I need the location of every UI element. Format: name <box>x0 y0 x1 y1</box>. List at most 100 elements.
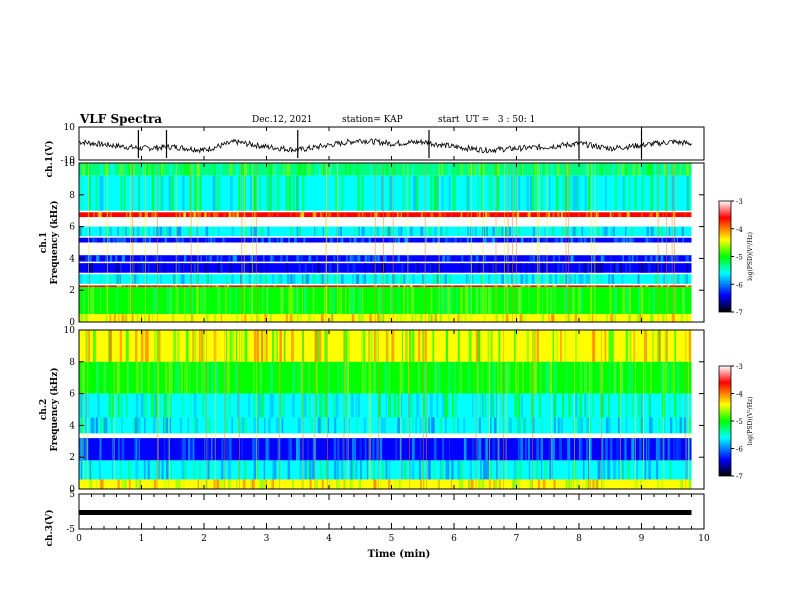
spectrogram-streak <box>409 285 413 288</box>
spectrogram-streak <box>312 438 316 461</box>
spectrogram-streak <box>586 438 589 461</box>
spectrogram-streak <box>544 285 546 288</box>
spectrogram-streak <box>427 460 431 480</box>
spectrogram-streak <box>272 163 275 176</box>
spectrogram-streak <box>497 226 500 237</box>
spectrogram-streak <box>361 274 365 284</box>
spectrogram-streak <box>442 393 445 418</box>
spectrogram-streak <box>457 417 460 434</box>
spectrogram-streak <box>152 212 155 218</box>
colorbar-tick-label: -5 <box>736 418 743 426</box>
spectrogram-streak <box>433 460 435 480</box>
spectrogram-band <box>79 479 692 489</box>
spectrogram-streak <box>539 393 541 418</box>
spectrogram-streak <box>640 393 643 418</box>
spectrogram-streak <box>631 255 634 262</box>
spectrogram-streak <box>481 361 484 394</box>
spectrogram-streak <box>572 226 576 237</box>
spectrogram-streak <box>409 393 413 418</box>
spectrogram-streak <box>151 212 154 218</box>
spectrogram-streak <box>315 479 318 489</box>
spectrogram-streak <box>214 285 217 288</box>
spectrogram-streak <box>682 274 684 284</box>
spectrogram-streak <box>110 212 112 218</box>
spectrogram-streak <box>80 393 83 418</box>
spectrogram-streak <box>408 361 410 394</box>
spectrogram-streak <box>541 417 543 434</box>
spectrogram-streak <box>424 417 427 434</box>
spectrogram-streak <box>553 479 556 489</box>
spectrogram-streak <box>535 460 539 480</box>
spectrogram-streak <box>484 255 486 262</box>
spectrogram-streak <box>266 175 268 211</box>
spectrogram-streak <box>457 460 459 480</box>
spectrogram-streak <box>159 263 161 273</box>
spectrogram-streak <box>626 460 628 480</box>
spectrogram-streak <box>361 361 364 394</box>
spectrogram-streak <box>230 330 233 362</box>
spectrogram-streak <box>364 438 367 461</box>
spectrogram-streak <box>400 226 403 237</box>
spectrogram-streak <box>146 163 149 176</box>
spectrogram-streak <box>458 314 462 322</box>
spectrogram-streak <box>686 255 689 262</box>
spectrogram-streak <box>163 226 166 237</box>
spectrogram-streak <box>457 314 460 322</box>
spectrogram-streak <box>345 330 348 362</box>
spectrogram-streak <box>664 285 666 288</box>
spectrogram-band <box>79 314 692 322</box>
spectrogram-streak <box>431 314 433 322</box>
spectrogram-streak <box>432 417 435 434</box>
spectrogram-streak <box>231 417 233 434</box>
spectrogram-streak <box>459 361 462 394</box>
spectrogram-streak <box>555 285 557 288</box>
spectrogram-streak <box>495 393 498 418</box>
spectrogram-streak <box>529 361 532 394</box>
spectrogram-streak <box>460 479 464 489</box>
spectrogram-streak <box>492 438 496 461</box>
spectrogram-streak <box>88 175 91 211</box>
spectrogram-streak <box>177 255 179 262</box>
spectrogram-streak <box>534 361 537 394</box>
spectrogram-streak <box>433 163 435 176</box>
spectrogram-streak <box>332 287 336 315</box>
spectrogram-streak <box>80 460 83 480</box>
spectrogram-streak <box>372 263 375 273</box>
spectrogram-streak <box>229 330 232 362</box>
spectrogram-streak <box>175 479 178 489</box>
spectrogram-streak <box>225 438 229 461</box>
spectrogram-streak <box>612 163 615 176</box>
spectrogram-streak <box>631 438 633 461</box>
spectrogram-streak <box>198 212 202 218</box>
spectrogram-streak <box>589 417 592 434</box>
spectrogram-streak <box>265 438 269 461</box>
spectrogram-streak <box>667 438 669 461</box>
spectrogram-streak <box>187 287 189 315</box>
spectrogram-streak <box>369 438 371 461</box>
spectrogram-streak <box>362 212 364 218</box>
spectrogram-streak <box>420 226 424 237</box>
spectrogram-ytick-label: 8 <box>69 191 75 201</box>
spectrogram-streak <box>204 438 206 461</box>
spectrogram-streak <box>343 212 346 218</box>
spectrogram-streak <box>90 417 92 434</box>
spectrogram-streak <box>557 417 560 434</box>
spectrogram-streak <box>214 314 216 322</box>
spectrogram-streak <box>304 460 307 480</box>
spectrogram-streak <box>556 212 560 218</box>
spectrogram-streak <box>249 287 251 315</box>
spectrogram-streak <box>534 163 537 176</box>
spectrogram-streak <box>578 175 580 211</box>
spectrogram-streak <box>120 175 123 211</box>
spectrogram-streak <box>664 263 667 273</box>
spectrogram-streak <box>441 285 443 288</box>
spectrogram-streak <box>405 263 407 273</box>
spectrogram-streak <box>223 285 226 288</box>
spectrogram-streak <box>654 285 657 288</box>
spectrogram-streak <box>282 393 286 418</box>
spectrogram-streak <box>577 417 579 434</box>
spectrogram-streak <box>370 212 372 218</box>
spectrogram-streak <box>584 263 588 273</box>
spectrogram-streak <box>353 438 356 461</box>
spectrogram-streak <box>617 237 619 243</box>
